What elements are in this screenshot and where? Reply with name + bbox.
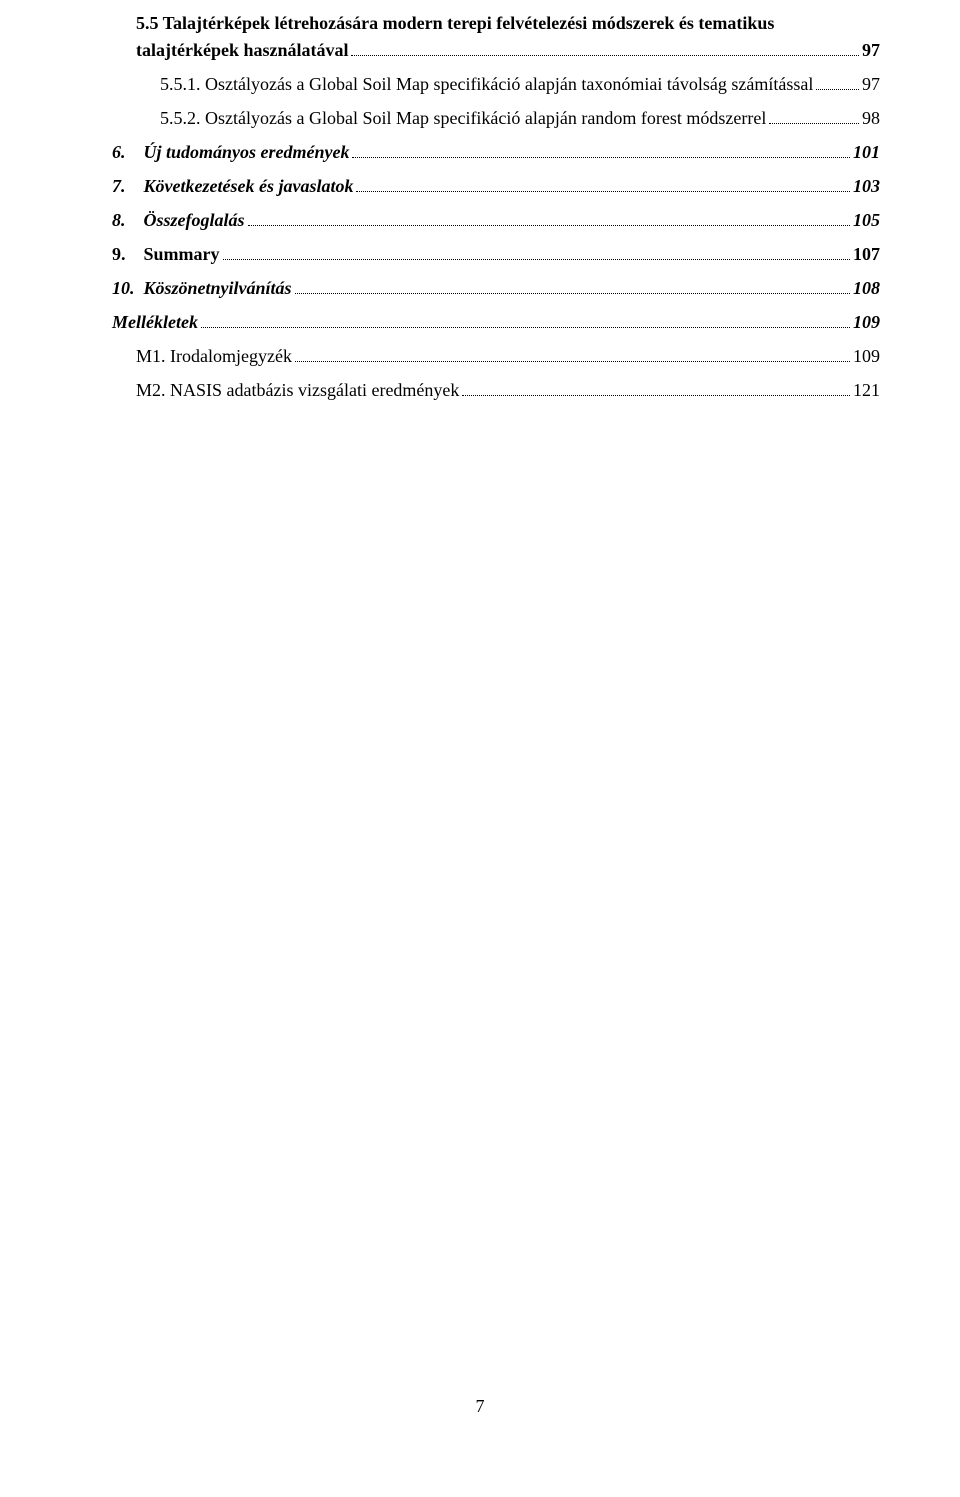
- toc-entry-label: 5.5.1. Osztályozás a Global Soil Map spe…: [160, 71, 813, 98]
- toc-dots: [295, 361, 850, 362]
- toc-entry-page: 97: [862, 71, 880, 98]
- toc-dots: [462, 395, 850, 396]
- toc-dots: [769, 123, 859, 124]
- toc-entry-label: M2. NASIS adatbázis vizsgálati eredménye…: [136, 377, 459, 404]
- toc-dots: [295, 293, 850, 294]
- toc-entry-page: 105: [853, 207, 880, 234]
- toc-entry-line2: talajtérképek használatával 97: [112, 37, 880, 64]
- toc-entry-label: 6. Új tudományos eredmények: [112, 139, 349, 166]
- toc-entry: Mellékletek 109: [112, 309, 880, 336]
- toc-entry-label: talajtérképek használatával: [136, 37, 348, 64]
- toc-entry: 5.5.1. Osztályozás a Global Soil Map spe…: [112, 71, 880, 98]
- toc-dots: [356, 191, 850, 192]
- toc-entry: 9. Summary 107: [112, 241, 880, 268]
- toc-entry-label: 7. Következetések és javaslatok: [112, 173, 353, 200]
- toc-entry-page: 109: [853, 343, 880, 370]
- toc-entry: 10. Köszönetnyilvánítás 108: [112, 275, 880, 302]
- toc-entry-page: 103: [853, 173, 880, 200]
- toc-entry-page: 101: [853, 139, 880, 166]
- toc-entry-page: 108: [853, 275, 880, 302]
- toc-dots: [201, 327, 850, 328]
- toc-entry-page: 97: [862, 37, 880, 64]
- toc-entry-label: 5.5.2. Osztályozás a Global Soil Map spe…: [160, 105, 766, 132]
- toc-entry-label: Mellékletek: [112, 309, 198, 336]
- toc-dots: [248, 225, 850, 226]
- toc-entry-label: 10. Köszönetnyilvánítás: [112, 275, 292, 302]
- toc-dots: [352, 157, 850, 158]
- toc-dots: [351, 55, 859, 56]
- toc-entry-page: 98: [862, 105, 880, 132]
- toc-entry: M1. Irodalomjegyzék 109: [112, 343, 880, 370]
- toc-entry: 5.5 Talajtérképek létrehozására modern t…: [112, 10, 880, 64]
- toc-entry-page: 107: [853, 241, 880, 268]
- toc-entry: 7. Következetések és javaslatok 103: [112, 173, 880, 200]
- toc-entry-page: 121: [853, 377, 880, 404]
- toc-entry: M2. NASIS adatbázis vizsgálati eredménye…: [112, 377, 880, 404]
- toc-entry-page: 109: [853, 309, 880, 336]
- toc-entry: 6. Új tudományos eredmények 101: [112, 139, 880, 166]
- toc-entry-label: 8. Összefoglalás: [112, 207, 245, 234]
- toc-entry: 8. Összefoglalás 105: [112, 207, 880, 234]
- toc-dots: [816, 89, 859, 90]
- page-number: 7: [0, 1396, 960, 1417]
- toc-entry-label: 9. Summary: [112, 241, 220, 268]
- toc-entry-label: M1. Irodalomjegyzék: [136, 343, 292, 370]
- toc-entry-label: 5.5 Talajtérképek létrehozására modern t…: [112, 10, 880, 37]
- toc-entry: 5.5.2. Osztályozás a Global Soil Map spe…: [112, 105, 880, 132]
- toc-dots: [223, 259, 851, 260]
- table-of-contents: 5.5 Talajtérképek létrehozására modern t…: [112, 10, 880, 404]
